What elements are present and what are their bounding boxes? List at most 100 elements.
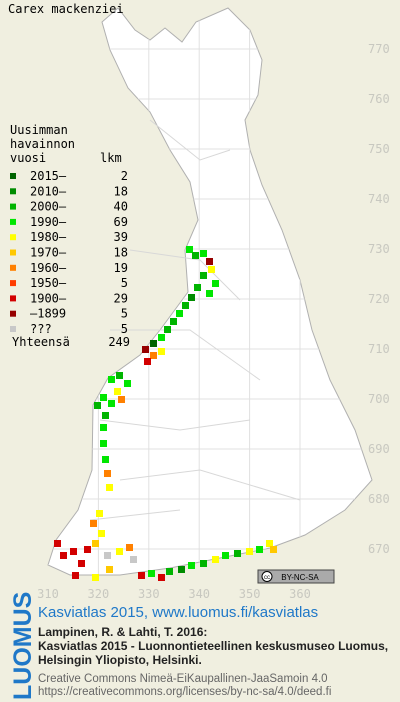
legend-label: 1900– [30,291,67,305]
occurrence-cell [170,318,177,325]
occurrence-cell [200,560,207,567]
legend-swatch [10,326,16,332]
legend-heading: Uusimman [10,123,68,137]
y-tick-label: 720 [368,292,390,306]
legend-label: 2015– [30,169,67,183]
y-tick-label: 690 [368,442,390,456]
occurrence-cell [270,546,277,553]
occurrence-cell [98,530,105,537]
occurrence-cell [60,552,67,559]
legend-count: 29 [114,291,128,305]
legend-label: 1970– [30,246,67,260]
legend-swatch [10,203,16,210]
occurrence-cell [92,574,99,581]
license-badge: cc BY-NC-SA [257,569,335,584]
legend-swatch [10,249,16,256]
total-count: 249 [108,335,130,349]
occurrence-cell [144,358,151,365]
occurrence-cells [54,246,277,581]
occurrence-cell [176,310,183,317]
occurrence-cell [78,560,85,567]
occurrence-cell [222,552,229,559]
species-title: Carex mackenziei [8,2,124,16]
legend-swatch [10,234,16,241]
occurrence-cell [130,556,137,563]
occurrence-cell [108,400,115,407]
occurrence-cell [158,574,165,581]
atlas-link[interactable]: Kasviatlas 2015, www.luomus.fi/kasviatla… [38,604,318,621]
total-label: Yhteensä [12,335,70,349]
occurrence-cell [256,546,263,553]
occurrence-cell [182,302,189,309]
occurrence-cell [158,348,165,355]
occurrence-cell [208,266,215,273]
legend-swatch [10,218,16,225]
occurrence-cell [212,556,219,563]
legend-count: 5 [121,276,128,290]
legend-label: 2000– [30,200,67,214]
occurrence-cell [100,394,107,401]
x-tick-label: 330 [138,587,160,601]
badge-text: BY-NC-SA [281,573,319,582]
legend-count-heading: lkm [100,151,122,165]
occurrence-cell [194,284,201,291]
brand: LUOMUS [9,592,37,700]
occurrence-cell [102,412,109,419]
y-tick-label: 700 [368,392,390,406]
x-tick-label: 310 [37,587,59,601]
occurrence-cell [90,520,97,527]
occurrence-cell [106,484,113,491]
occurrence-cell [188,562,195,569]
legend-swatch [10,173,16,179]
legend-label: 1950– [30,276,67,290]
citation-line: Helsingin Yliopisto, Helsinki. [38,653,202,667]
legend-heading: havainnon [10,137,75,151]
legend-swatch [10,264,16,271]
x-tick-label: 350 [239,587,261,601]
occurrence-cell [100,424,107,431]
legend-label: 1980– [30,230,67,244]
occurrence-cell [150,352,157,359]
occurrence-cell [142,346,149,353]
y-tick-label: 710 [368,342,390,356]
occurrence-cell [164,326,171,333]
y-tick-label: 730 [368,242,390,256]
occurrence-cell [116,372,123,379]
legend-count: 69 [114,215,128,229]
legend-count: 18 [114,184,128,198]
occurrence-cell [266,540,273,547]
occurrence-cell [166,568,173,575]
occurrence-cell [246,548,253,555]
legend-label: ??? [30,322,52,336]
y-tick-label: 680 [368,492,390,506]
occurrence-cell [188,294,195,301]
occurrence-cell [102,456,109,463]
y-tick-label: 760 [368,92,390,106]
legend-swatch [10,310,16,317]
occurrence-cell [124,380,131,387]
y-tick-label: 740 [368,192,390,206]
cc-icon: cc [264,575,270,581]
legend-count: 5 [121,322,128,336]
occurrence-cell [200,250,207,257]
legend-swatch [10,280,16,287]
occurrence-cell [72,572,79,579]
occurrence-cell [118,396,125,403]
occurrence-cell [200,272,207,279]
occurrence-cell [206,290,213,297]
occurrence-cell [212,280,219,287]
occurrence-cell [108,376,115,383]
occurrence-cell [84,546,91,553]
legend-swatch [10,188,16,195]
occurrence-cell [126,544,133,551]
y-tick-label: 750 [368,142,390,156]
region-borders [89,119,301,521]
legend-count: 18 [114,246,128,260]
legend-label: 1960– [30,261,67,275]
legend-heading: vuosi [10,151,46,165]
citation-line: Kasviatlas 2015 - Luonnontieteellinen ke… [38,639,388,653]
occurrence-cell [158,334,165,341]
occurrence-cell [92,540,99,547]
legend-label: –1899 [30,307,66,321]
legend-count: 19 [114,261,128,275]
